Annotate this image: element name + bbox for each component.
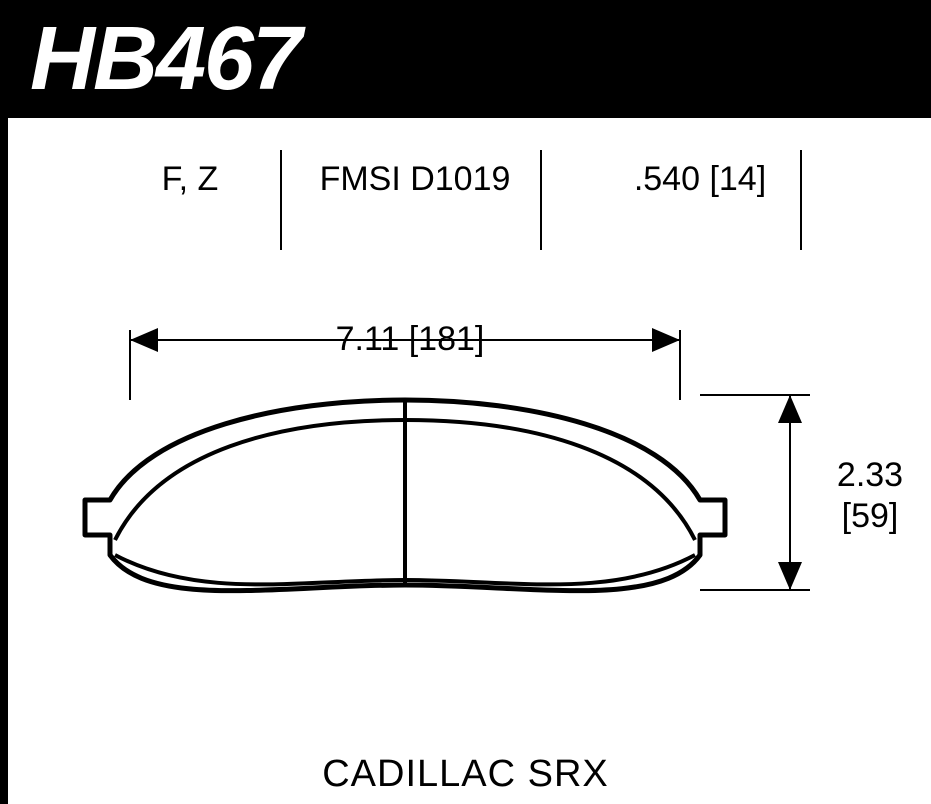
vehicle-name: CADILLAC SRX bbox=[0, 753, 931, 796]
brake-pad-outline bbox=[0, 0, 931, 804]
